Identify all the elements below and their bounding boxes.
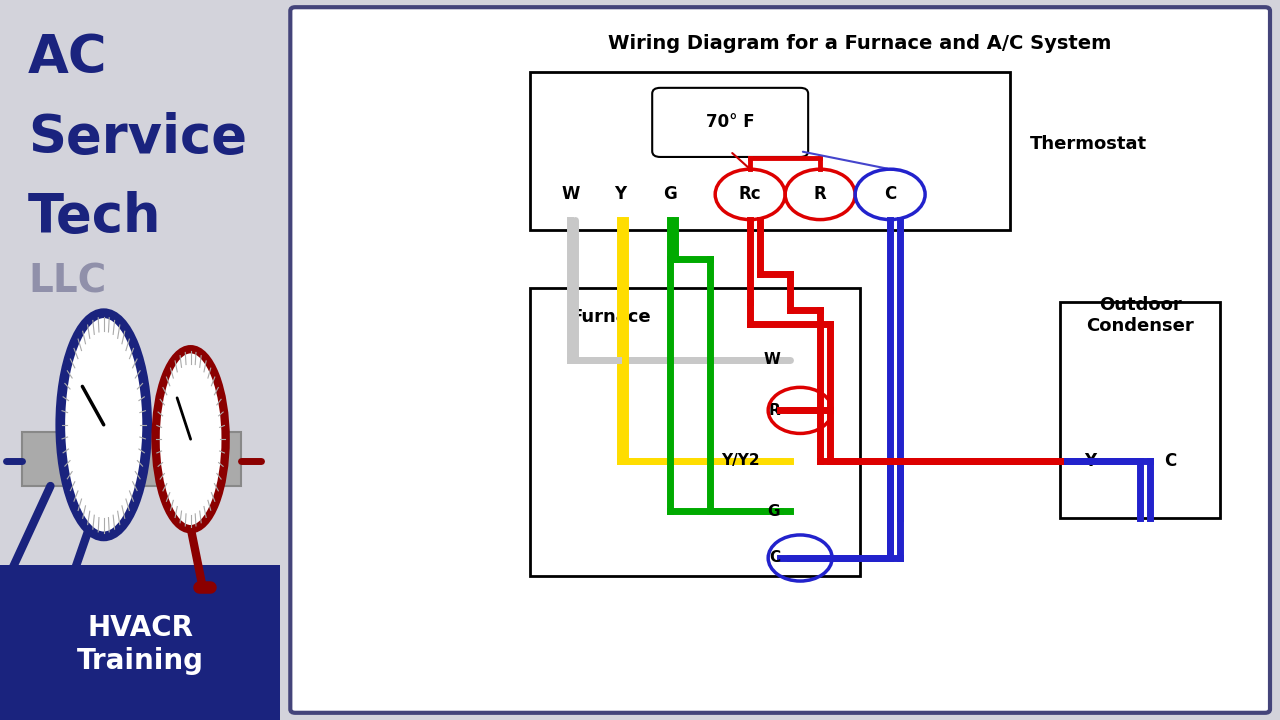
Text: Tech: Tech xyxy=(28,191,161,243)
Circle shape xyxy=(156,349,225,529)
Text: HVACR
Training: HVACR Training xyxy=(77,613,204,675)
Text: G: G xyxy=(768,504,781,518)
FancyBboxPatch shape xyxy=(653,88,808,157)
Text: C: C xyxy=(1164,452,1176,470)
Bar xyxy=(530,288,860,576)
Text: R: R xyxy=(768,403,781,418)
Bar xyxy=(530,72,1010,230)
Text: G: G xyxy=(663,185,677,203)
Text: C: C xyxy=(769,551,781,565)
Text: Y: Y xyxy=(614,185,626,203)
Text: W: W xyxy=(561,185,580,203)
Text: Rc: Rc xyxy=(739,185,762,203)
Bar xyxy=(23,432,241,486)
Text: LLC: LLC xyxy=(28,263,106,301)
Text: Furnace: Furnace xyxy=(570,308,650,325)
Bar xyxy=(0,565,280,720)
Text: 70° F: 70° F xyxy=(705,113,754,131)
Text: W: W xyxy=(763,353,781,367)
Bar xyxy=(1060,302,1220,518)
Text: R: R xyxy=(814,185,827,203)
Text: Outdoor
Condenser: Outdoor Condenser xyxy=(1087,296,1194,335)
Text: Y/Y2: Y/Y2 xyxy=(722,454,760,468)
Text: AC: AC xyxy=(28,32,108,84)
Circle shape xyxy=(60,313,147,536)
Text: Wiring Diagram for a Furnace and A/C System: Wiring Diagram for a Furnace and A/C Sys… xyxy=(608,34,1112,53)
Text: Service: Service xyxy=(28,112,247,163)
FancyBboxPatch shape xyxy=(291,7,1270,713)
Text: Y: Y xyxy=(1084,452,1096,470)
Text: Thermostat: Thermostat xyxy=(1030,135,1147,153)
Text: C: C xyxy=(884,185,896,203)
